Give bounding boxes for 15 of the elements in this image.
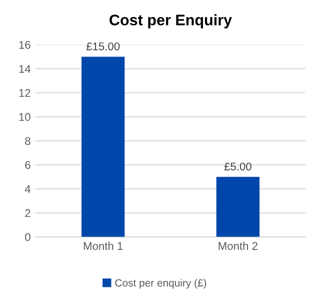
x-tick-label: Month 1 [84, 242, 123, 250]
y-tick-label: 10 [19, 113, 30, 121]
chart-title: Cost per Enquiry [110, 14, 232, 28]
y-tick-label: 14 [19, 65, 30, 73]
y-tick-label: 8 [25, 137, 30, 145]
y-tick-label: 16 [19, 40, 30, 49]
data-label: £15.00 [86, 42, 120, 50]
data-label: £5.00 [224, 162, 252, 170]
y-tick-label: 2 [25, 209, 30, 217]
x-tick-label: Month 2 [218, 242, 258, 250]
y-tick-label: 0 [25, 233, 30, 242]
legend-label: Cost per enquiry (£) [115, 278, 206, 289]
y-tick-label: 6 [25, 161, 30, 169]
y-tick-label: 12 [19, 89, 30, 97]
y-tick-label: 4 [24, 185, 30, 193]
